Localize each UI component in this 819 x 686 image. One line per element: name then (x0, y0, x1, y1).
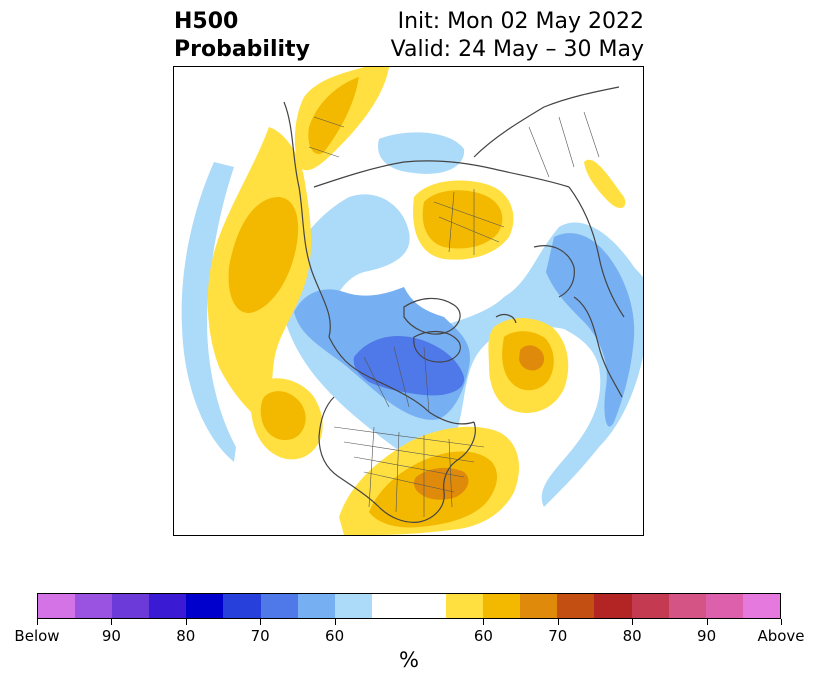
light-blue-region-pacific-west (181, 162, 236, 462)
map-subtitle: Init: Mon 02 May 2022 Valid: 24 May – 30… (330, 8, 644, 64)
colorbar-tick (780, 619, 782, 625)
colorbar-tick (557, 619, 559, 625)
orange-core-atlantic (519, 345, 544, 371)
colorbar-segment (483, 594, 521, 618)
colorbar-tick-label: 60 (473, 627, 493, 645)
colorbar-tick (482, 619, 484, 625)
colorbar-tick (185, 619, 187, 625)
yellow-region-east-asia (584, 159, 626, 209)
colorbar-tick-label: 90 (697, 627, 717, 645)
colorbar-segment (223, 594, 261, 618)
orange-core-eastern-us (413, 467, 469, 500)
title-line1: H500 (174, 9, 239, 34)
gold-region-pacific-south (260, 391, 306, 441)
colorbar-tick (259, 619, 261, 625)
valid-date: Valid: 24 May – 30 May (390, 37, 644, 62)
colorbar-segment (260, 594, 298, 618)
colorbar-tick-label: 90 (101, 627, 121, 645)
colorbar-segment (112, 594, 150, 618)
political-borders (308, 111, 600, 517)
colorbar-segment (408, 594, 447, 618)
colorbar-segment (334, 594, 372, 618)
map-canvas (181, 67, 643, 535)
colorbar-segment (557, 594, 595, 618)
colorbar-segment (705, 594, 743, 618)
colorbar-unit-label: % (399, 648, 419, 672)
colorbar (37, 593, 781, 619)
coastlines (283, 86, 625, 523)
colorbar-segment (186, 594, 224, 618)
colorbar-tick (110, 619, 112, 625)
blue-region-canada (353, 336, 465, 396)
colorbar-tick-label: 60 (325, 627, 345, 645)
probability-map (173, 66, 644, 536)
colorbar-segment (149, 594, 187, 618)
colorbar-segment (371, 594, 409, 618)
gold-region-alaska (308, 77, 359, 155)
colorbar-tick-label: 80 (622, 627, 642, 645)
map-title: H500 Probability (174, 8, 310, 64)
colorbar-segment (446, 594, 484, 618)
colorbar-tick-label: Above (757, 627, 805, 645)
colorbar-tick (334, 619, 336, 625)
colorbar-tick-label: 70 (548, 627, 568, 645)
colorbar-tick (36, 619, 38, 625)
colorbar-tick (631, 619, 633, 625)
colorbar-segment (594, 594, 632, 618)
colorbar-segment (520, 594, 558, 618)
colorbar-tick-label: Below (14, 627, 60, 645)
probability-shading (181, 67, 643, 535)
title-line2: Probability (174, 37, 310, 62)
colorbar-tick-label: 70 (250, 627, 270, 645)
colorbar-tick (706, 619, 708, 625)
init-date: Init: Mon 02 May 2022 (397, 9, 644, 34)
colorbar-segment (631, 594, 669, 618)
colorbar-tick-label: 80 (176, 627, 196, 645)
colorbar-segment (75, 594, 113, 618)
colorbar-segment (668, 594, 706, 618)
gold-region-pacific (228, 197, 299, 313)
colorbar-segment (38, 594, 76, 618)
colorbar-segment (297, 594, 335, 618)
light-blue-region-siberia (378, 132, 465, 174)
colorbar-segment (742, 594, 780, 618)
